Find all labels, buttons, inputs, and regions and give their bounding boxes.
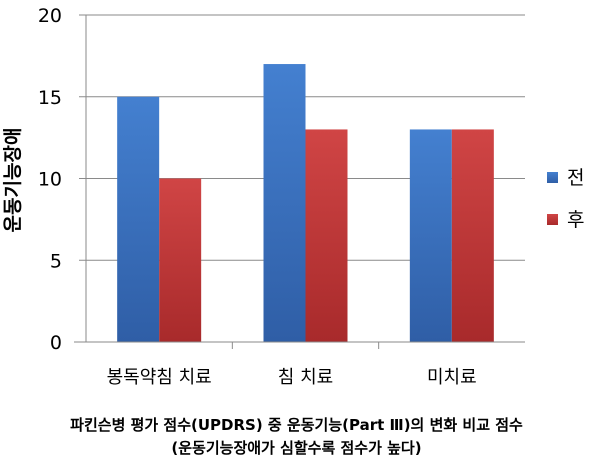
bar-after [451,129,494,342]
bar-after [305,129,348,342]
bar-before [117,96,160,342]
bar-after [159,178,202,342]
y-tick-label: 10 [38,169,62,191]
legend-swatch [547,214,558,225]
legend-label: 후 [567,209,584,231]
bar-before [409,129,452,342]
caption-line-1: 파킨슨병 평가 점수(UPDRS) 중 운동기능(Part Ⅲ)의 변화 비교 … [70,416,523,434]
y-tick-labels: 0 5 10 15 20 [38,5,62,354]
figure-caption: 파킨슨병 평가 점수(UPDRS) 중 운동기능(Part Ⅲ)의 변화 비교 … [0,414,593,460]
legend-swatch [547,172,558,183]
bar-chart: 0 5 10 15 20 봉독약침 치료 침 치료 미치료 운동기능장애 전후 [2,5,584,388]
y-tick-label: 5 [50,250,62,272]
legend: 전후 [547,167,584,231]
y-tick-label: 0 [50,332,62,354]
axes [74,14,525,349]
category-label: 침 치료 [278,367,333,388]
y-tick-label: 15 [38,87,62,109]
category-labels: 봉독약침 치료 침 치료 미치료 [107,367,477,388]
bars [117,64,494,343]
category-label: 봉독약침 치료 [107,367,212,388]
category-label: 미치료 [427,367,477,388]
y-axis-label: 운동기능장애 [2,128,24,233]
y-tick-label: 20 [38,5,62,27]
legend-label: 전 [567,167,584,189]
caption-line-2: (운동기능장애가 심할수록 점수가 높다) [171,439,422,457]
bar-before [263,64,306,343]
